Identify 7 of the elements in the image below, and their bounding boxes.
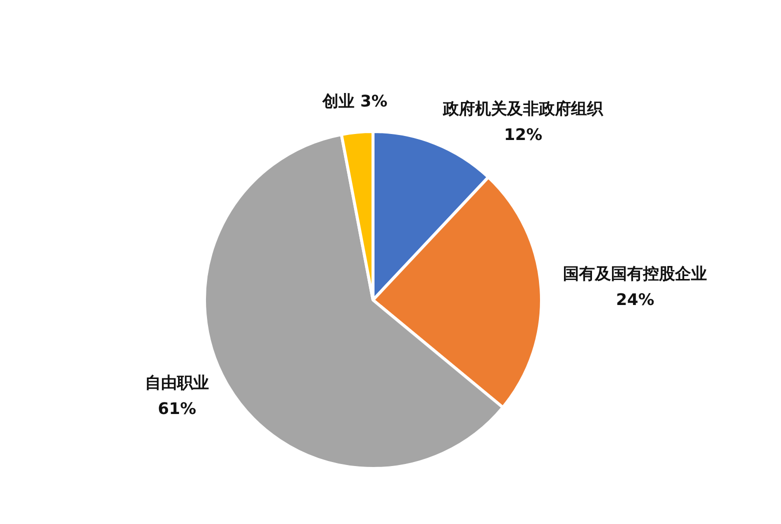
slice-label: 创业 3% [322,92,388,110]
slice-label: 自由职业 [145,373,210,392]
data-label: 61% [158,399,196,418]
slice-label: 政府机关及非政府组织 [442,99,604,118]
slice-label: 国有及国有控股企业 [563,264,708,284]
data-label: 12% [504,125,542,144]
data-label: 24% [616,290,654,310]
